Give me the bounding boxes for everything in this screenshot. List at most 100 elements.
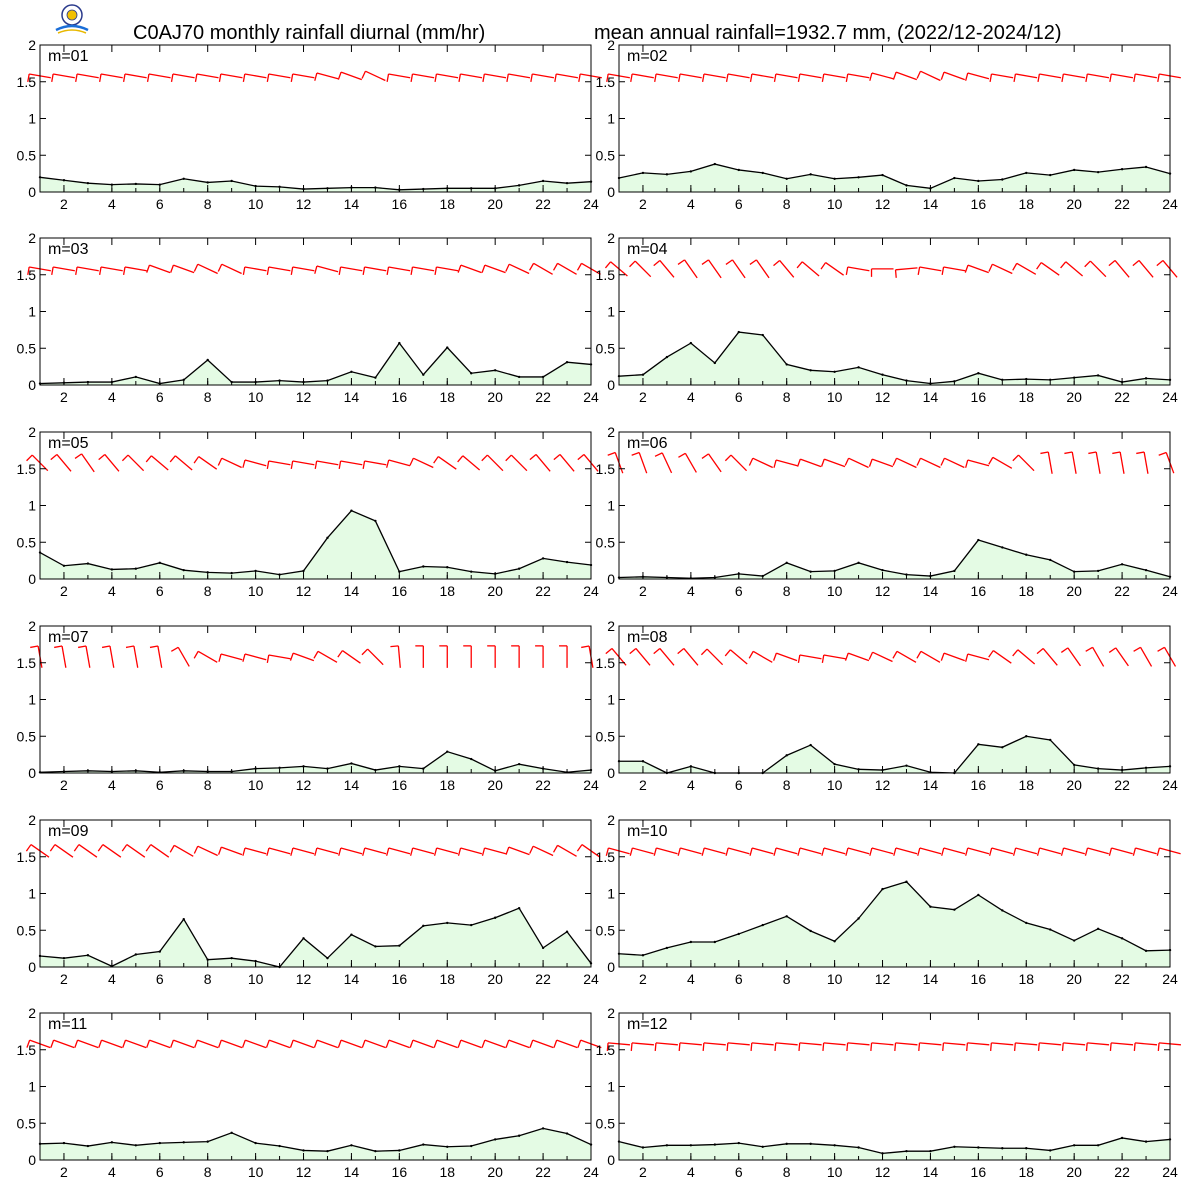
y-tick-label: 0 <box>607 184 615 200</box>
rainfall-area <box>619 540 1170 579</box>
wind-barb <box>1109 1042 1134 1051</box>
wind-barb-flag <box>773 73 777 82</box>
wind-barb-flag <box>892 651 898 659</box>
rainfall-point <box>470 757 473 761</box>
wind-barb-flag <box>630 73 633 82</box>
wind-barb-flag <box>1040 451 1049 455</box>
wind-barb <box>362 266 387 275</box>
y-tick-label: 1 <box>28 304 36 320</box>
x-tick-label: 2 <box>60 196 68 212</box>
wind-barb <box>845 73 870 82</box>
wind-barb-shaft <box>1135 73 1157 79</box>
wind-barb <box>193 650 218 663</box>
wind-barb <box>942 1042 966 1051</box>
wind-barb <box>918 1042 942 1051</box>
wind-barb-flag <box>916 457 922 466</box>
rainfall-point <box>278 766 281 770</box>
panel-month-label: m=06 <box>627 435 668 452</box>
wind-barb <box>725 847 750 856</box>
wind-barb <box>965 459 990 468</box>
rainfall-point <box>110 183 114 186</box>
wind-barb-flag <box>194 1039 198 1048</box>
wind-barb-flag <box>529 845 534 854</box>
wind-barb <box>54 645 67 668</box>
wind-barb <box>631 451 648 474</box>
x-tick-label: 16 <box>392 777 408 793</box>
x-tick-label: 18 <box>439 389 455 405</box>
wind-barb <box>1084 260 1107 278</box>
rainfall-point <box>182 177 185 180</box>
x-tick-label: 6 <box>156 583 164 599</box>
rainfall-line <box>618 539 1171 579</box>
wind-barb-flag <box>1108 847 1113 856</box>
y-tick-label: 1.5 <box>17 461 37 477</box>
wind-barb <box>528 262 553 275</box>
wind-barb-flag <box>1085 646 1093 652</box>
wind-barb-shaft <box>1039 73 1062 79</box>
y-tick-label: 0 <box>607 765 615 781</box>
y-tick-label: 1 <box>607 304 615 320</box>
wind-barb-flag <box>576 844 583 852</box>
wind-barb-flag <box>988 847 993 856</box>
wind-barb-flag <box>337 1039 342 1048</box>
wind-barb-flag <box>797 73 801 82</box>
rainfall-point <box>1144 766 1148 770</box>
wind-barb <box>313 1039 339 1049</box>
rainfall-point <box>350 1144 353 1147</box>
wind-barb-flag <box>146 1039 151 1048</box>
wind-barb-flag <box>654 452 663 457</box>
x-tick-label: 6 <box>156 777 164 793</box>
wind-barb <box>966 1042 990 1051</box>
x-tick-label: 22 <box>1114 971 1130 987</box>
wind-barb-shaft <box>486 454 504 472</box>
wind-barb-flag <box>1136 451 1145 455</box>
wind-barb-shaft <box>632 847 654 855</box>
x-tick-label: 18 <box>1018 389 1034 405</box>
wind-barb-flag <box>362 460 366 469</box>
wind-barb <box>677 847 702 856</box>
y-tick-label: 1.5 <box>596 267 616 283</box>
wind-barb-flag <box>678 73 681 82</box>
rainfall-point <box>713 940 717 944</box>
rainfall-point <box>641 373 645 376</box>
x-tick-label: 16 <box>392 196 408 212</box>
x-tick-label: 18 <box>1018 1164 1034 1180</box>
rainfall-point <box>881 887 884 891</box>
wind-barb-shaft <box>532 73 555 79</box>
wind-barb <box>505 1039 530 1049</box>
wind-barb-shaft <box>920 457 941 469</box>
wind-barb-flag <box>505 454 512 462</box>
x-tick-label: 10 <box>248 196 264 212</box>
wind-barb <box>439 645 448 668</box>
x-tick-label: 22 <box>1114 777 1130 793</box>
rainfall-point <box>809 570 812 573</box>
wind-barb-flag <box>218 73 222 82</box>
x-tick-label: 16 <box>392 971 408 987</box>
wind-barb-shaft <box>412 847 435 855</box>
wind-barb-flag <box>1158 451 1167 456</box>
rainfall-point <box>953 908 956 911</box>
wind-barb-shaft <box>364 847 387 855</box>
x-tick-label: 10 <box>248 971 264 987</box>
wind-barb <box>121 844 146 858</box>
wind-barb-flag <box>797 654 801 663</box>
rainfall-point <box>905 880 908 883</box>
wind-barb-flag <box>266 654 270 663</box>
rainfall-point <box>833 762 836 766</box>
wind-barb-shaft <box>655 73 678 79</box>
wind-barb-shaft <box>340 847 363 855</box>
y-tick-label: 2 <box>607 37 615 53</box>
wind-barb <box>917 847 942 856</box>
wind-barb <box>434 266 459 275</box>
wind-barb-flag <box>386 847 390 856</box>
rainfall-point <box>374 945 377 948</box>
rainfall-point <box>857 561 860 565</box>
wind-barb-flag <box>1061 73 1064 82</box>
x-tick-label: 18 <box>1018 196 1034 212</box>
wind-barb-shaft <box>342 650 361 664</box>
wind-barb <box>1060 261 1084 277</box>
wind-barb <box>337 1039 362 1049</box>
wind-barb-shaft <box>364 266 387 272</box>
panel-7: 00.511.522 4 6 8 10 12 14 16 18 20 22 24m=07 <box>17 618 599 793</box>
